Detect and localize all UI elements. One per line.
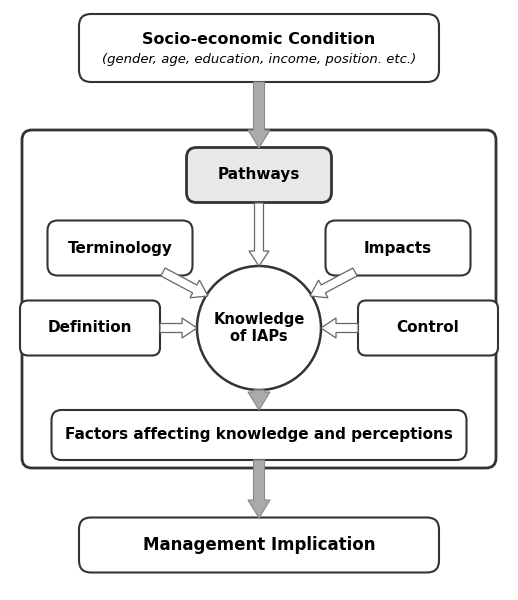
FancyBboxPatch shape	[79, 14, 439, 82]
Polygon shape	[248, 390, 270, 410]
Polygon shape	[248, 82, 270, 148]
FancyBboxPatch shape	[325, 220, 470, 275]
Text: Management Implication: Management Implication	[143, 536, 375, 554]
FancyBboxPatch shape	[51, 410, 467, 460]
Text: Terminology: Terminology	[67, 241, 172, 256]
Text: Socio-economic Condition: Socio-economic Condition	[142, 32, 376, 47]
Text: Knowledge
of IAPs: Knowledge of IAPs	[213, 312, 305, 344]
Text: Impacts: Impacts	[364, 241, 432, 256]
FancyBboxPatch shape	[20, 301, 160, 355]
Polygon shape	[160, 318, 197, 338]
Text: Factors affecting knowledge and perceptions: Factors affecting knowledge and percepti…	[65, 427, 453, 443]
FancyBboxPatch shape	[186, 148, 332, 202]
FancyBboxPatch shape	[79, 517, 439, 572]
Text: Pathways: Pathways	[218, 167, 300, 182]
Circle shape	[197, 266, 321, 390]
Polygon shape	[310, 268, 357, 298]
FancyBboxPatch shape	[358, 301, 498, 355]
Polygon shape	[321, 318, 358, 338]
Text: Definition: Definition	[48, 320, 132, 335]
Polygon shape	[248, 460, 270, 518]
FancyBboxPatch shape	[22, 130, 496, 468]
FancyBboxPatch shape	[48, 220, 193, 275]
Text: (gender, age, education, income, position. etc.): (gender, age, education, income, positio…	[102, 53, 416, 67]
Text: Control: Control	[397, 320, 459, 335]
Polygon shape	[161, 268, 208, 298]
Polygon shape	[249, 203, 269, 266]
